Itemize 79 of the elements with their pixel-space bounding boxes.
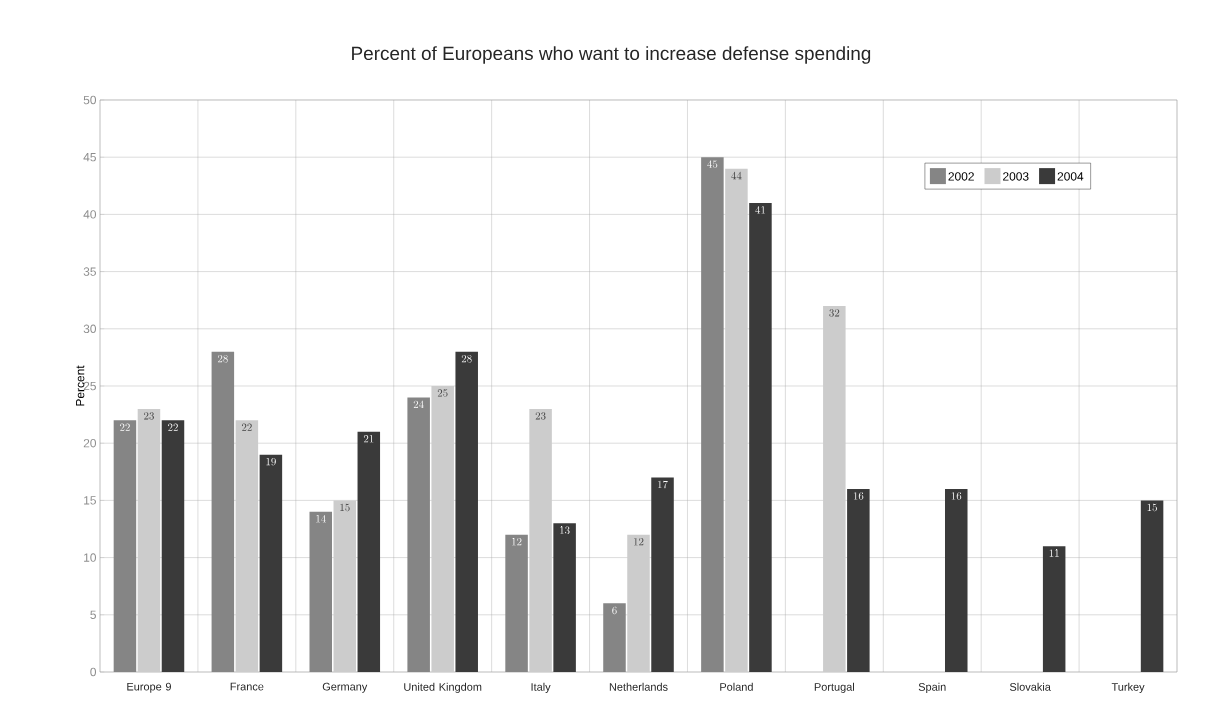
data-label: 25	[437, 389, 448, 397]
y-tick-label: 50	[83, 95, 97, 105]
bar	[211, 351, 235, 672]
legend-label: 2003	[1003, 172, 1029, 181]
x-tick-label: Germany	[322, 682, 368, 693]
bar	[333, 500, 357, 672]
x-tick-label: Europe 9	[127, 682, 171, 693]
x-tick-label: Italy	[531, 682, 551, 693]
bar	[553, 523, 576, 672]
bar	[407, 397, 430, 672]
bar	[357, 431, 381, 672]
data-label: 44	[731, 171, 742, 180]
data-label: 17	[658, 480, 668, 489]
bar	[161, 420, 185, 672]
bar	[309, 511, 333, 672]
y-tick-label: 30	[83, 324, 97, 334]
data-label: 19	[266, 457, 276, 466]
y-axis-title: Percent	[76, 365, 85, 406]
x-tick-label: Slovakia	[1009, 682, 1051, 691]
data-label: 16	[951, 492, 962, 500]
bar	[725, 168, 748, 672]
bar	[431, 386, 454, 672]
legend-label: 2004	[1057, 172, 1084, 181]
data-label: 15	[1147, 503, 1157, 512]
x-tick-label: Netherlands	[609, 682, 668, 691]
y-tick-label: 40	[83, 210, 97, 219]
y-tick-label: 15	[84, 496, 96, 505]
data-label: 23	[535, 412, 546, 420]
bar	[627, 534, 650, 672]
data-label: 45	[707, 160, 718, 168]
chart-title: Percent of Europeans who want to increase defense spending	[352, 46, 871, 64]
bar	[113, 420, 137, 672]
data-label: 22	[168, 423, 178, 431]
y-tick-label: 45	[83, 153, 96, 162]
data-label: 22	[120, 423, 130, 431]
data-label: 28	[217, 354, 228, 363]
x-tick-label: France	[230, 682, 264, 691]
bar	[137, 408, 161, 672]
data-label: 6	[612, 606, 617, 615]
data-label: 16	[853, 492, 864, 500]
bar	[1042, 546, 1066, 672]
data-label: 23	[144, 412, 154, 420]
bar	[1140, 500, 1164, 672]
bar	[259, 454, 283, 672]
bar	[823, 305, 846, 672]
bar	[749, 202, 772, 672]
x-tick-label: Spain	[918, 682, 946, 693]
y-tick-label: 10	[84, 553, 97, 562]
bar	[945, 488, 968, 672]
bar	[651, 477, 674, 672]
bar	[505, 534, 528, 672]
bar	[235, 420, 259, 672]
bar	[847, 488, 870, 672]
y-tick-label: 0	[90, 667, 97, 677]
data-label: 21	[363, 435, 374, 443]
x-tick-label: United Kingdom	[404, 682, 482, 693]
bar	[529, 408, 552, 672]
y-tick-label: 25	[83, 381, 96, 391]
y-tick-label: 35	[83, 267, 96, 276]
bar	[603, 603, 626, 672]
data-label: 14	[316, 515, 326, 523]
data-label: 11	[1049, 549, 1059, 557]
data-label: 32	[829, 309, 840, 317]
data-label: 22	[241, 423, 252, 431]
legend-label: 2002	[948, 172, 974, 181]
data-label: 13	[560, 526, 570, 535]
x-tick-label: Poland	[720, 682, 753, 691]
data-label: 12	[634, 538, 644, 546]
data-label: 28	[461, 354, 472, 363]
y-tick-label: 20	[83, 438, 97, 448]
data-label: 12	[512, 538, 522, 546]
data-label: 15	[340, 503, 350, 512]
x-tick-label: Portugal	[814, 682, 854, 693]
data-label: 41	[755, 206, 765, 214]
bar	[701, 157, 724, 672]
bar	[455, 351, 478, 672]
x-tick-label: Turkey	[1111, 682, 1145, 693]
data-label: 24	[413, 400, 424, 408]
y-tick-label: 5	[90, 610, 96, 619]
